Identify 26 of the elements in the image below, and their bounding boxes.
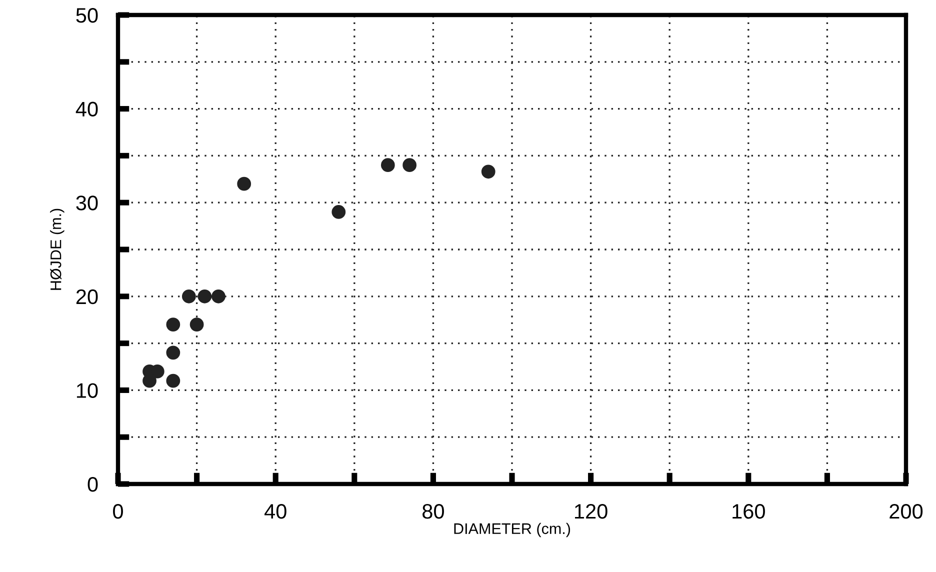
point xyxy=(380,158,395,172)
y-tick-label: 30 xyxy=(76,196,98,210)
x-tick-label: 80 xyxy=(422,504,444,519)
y-tick-label: 50 xyxy=(76,8,98,23)
point xyxy=(182,289,196,304)
point xyxy=(166,346,180,360)
point xyxy=(402,158,417,172)
x-tick-label: 200 xyxy=(890,504,923,519)
x-tick-label: 120 xyxy=(575,504,608,519)
x-tick-label: 40 xyxy=(264,504,286,519)
point xyxy=(166,318,180,332)
y-axis-title: HØJDE (m.) xyxy=(50,208,64,290)
point xyxy=(237,176,252,191)
x-axis-title: DIAMETER (cm.) xyxy=(454,522,570,538)
x-tick-label: 160 xyxy=(732,504,765,519)
y-tick-label: 20 xyxy=(76,289,98,304)
x-tick-label: 0 xyxy=(113,504,123,519)
point xyxy=(332,205,346,219)
point xyxy=(481,164,496,179)
y-tick-label: 40 xyxy=(76,102,98,117)
y-tick-label: 0 xyxy=(88,477,98,492)
point xyxy=(166,374,180,388)
point xyxy=(212,289,226,304)
y-tick-label: 10 xyxy=(76,383,98,398)
point xyxy=(190,318,204,332)
point xyxy=(198,289,212,304)
